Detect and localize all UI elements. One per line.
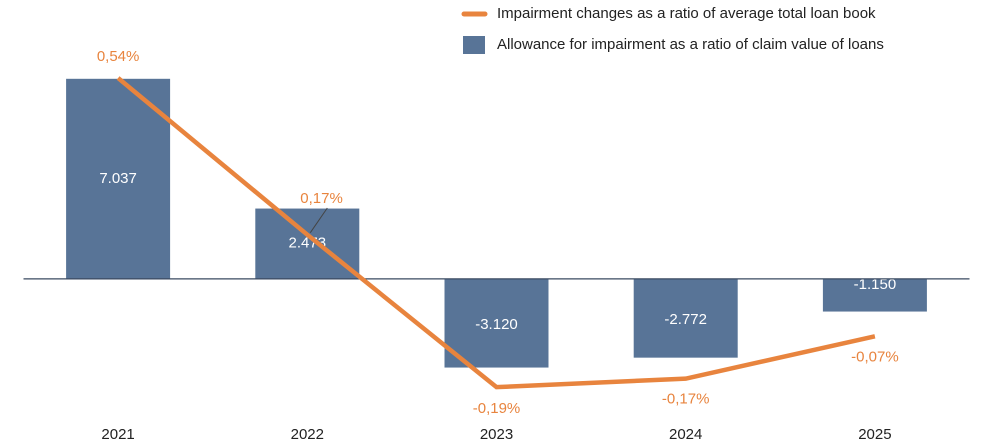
x-tick-label: 2025	[858, 426, 891, 443]
leader-line	[309, 207, 328, 233]
bar-value-label: 7.037	[99, 170, 137, 187]
line-value-label: 0,17%	[300, 190, 343, 207]
line-value-label: 0,54%	[97, 48, 140, 65]
bar	[255, 208, 360, 279]
bar	[66, 78, 171, 279]
line-value-label: -0,19%	[473, 400, 521, 417]
bar-value-label: -1.150	[854, 276, 897, 293]
line	[116, 76, 876, 390]
bar	[822, 278, 927, 312]
legend-label: Allowance for impairment as a ratio of c…	[497, 36, 884, 53]
line-value-label: -0,17%	[662, 391, 710, 408]
x-tick-label: 2021	[101, 426, 134, 443]
legend-swatch	[463, 36, 485, 54]
bar	[633, 278, 738, 358]
bar-value-label: -2.772	[664, 311, 707, 328]
bar-value-label: 2.473	[289, 235, 327, 252]
legend-label: Impairment changes as a ratio of average…	[497, 5, 876, 22]
x-tick-label: 2024	[669, 426, 702, 443]
bar	[444, 278, 549, 368]
bar-value-label: -3.120	[475, 316, 518, 333]
x-tick-label: 2023	[480, 426, 513, 443]
x-tick-label: 2022	[291, 426, 324, 443]
line-value-label: -0,07%	[851, 348, 899, 365]
